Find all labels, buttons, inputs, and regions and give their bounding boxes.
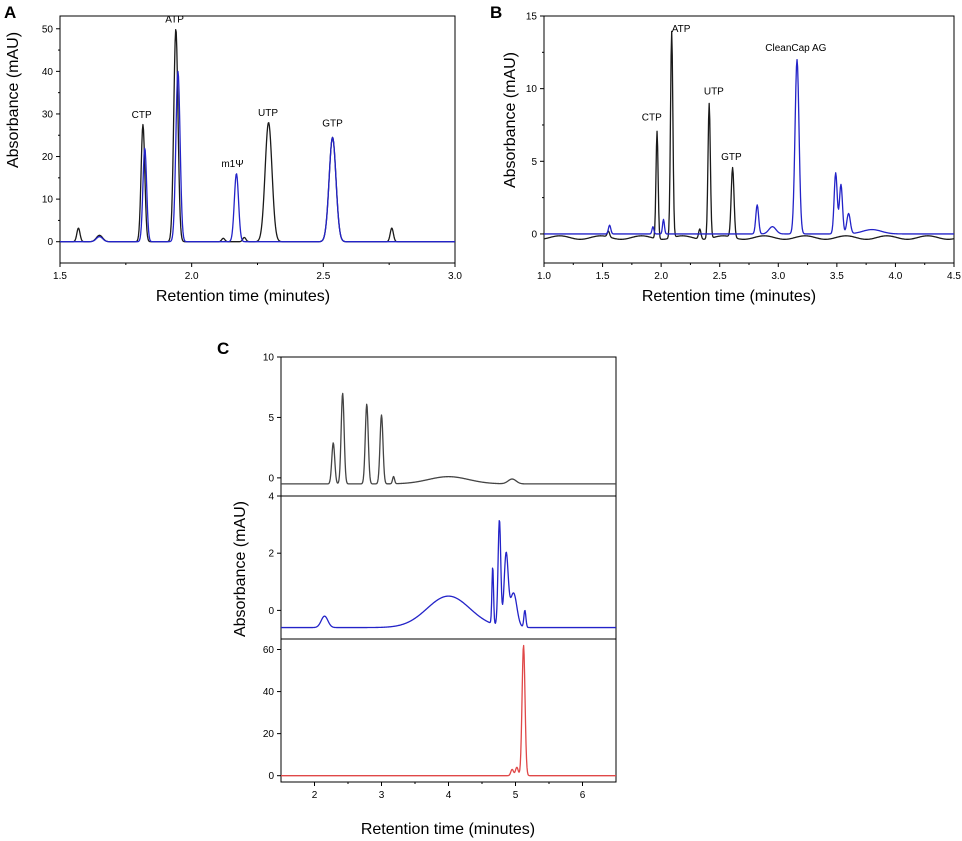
panel-a-y-tick-label: 40 [42, 67, 54, 78]
panel-a-peak-label: UTP [258, 108, 278, 119]
panel-c-x-tick-label: 5 [513, 790, 519, 801]
panel-c-sub2-plot-frame [280, 638, 617, 783]
panel-c-sub0-y-tick-label: 5 [268, 413, 274, 424]
panel-a-letter: A [4, 3, 16, 22]
panel-a-peak-label: CTP [132, 110, 152, 121]
panel-b-y-tick-label: 0 [531, 229, 537, 240]
panel-a-x-tick-label: 3.0 [448, 271, 462, 282]
panel-c-sub1-y-tick-label: 2 [268, 549, 274, 560]
panel-c-sub1-y-tick-label: 0 [268, 606, 274, 617]
panel-c-x-tick-label: 2 [312, 790, 318, 801]
panel-c-x-axis-title: Retention time (minutes) [361, 821, 535, 838]
panel-b-x-tick-label: 1.0 [537, 271, 551, 282]
panel-a-y-tick-label: 50 [42, 24, 54, 35]
panel-c-y-axis-title: Absorbance (mAU) [232, 501, 249, 637]
panel-a-peak-label: GTP [322, 119, 343, 130]
panel-c-sub2-y-tick-label: 0 [268, 771, 274, 782]
panel-c-sub2-y-tick-label: 60 [263, 645, 275, 656]
panel-b-peak-label: CleanCap AG [765, 43, 826, 54]
panel-b-peak-label: GTP [721, 152, 742, 163]
panel-a-plot-frame [59, 15, 456, 264]
panel-b-peak-label: CTP [642, 113, 662, 124]
panel-b-peak-label: UTP [704, 86, 724, 97]
panel-b-x-tick-label: 2.5 [713, 271, 727, 282]
panel-a-x-axis-title: Retention time (minutes) [156, 288, 330, 305]
panel-a-x-tick-label: 2.0 [185, 271, 199, 282]
panel-c-sub2-y-tick-label: 20 [263, 729, 275, 740]
panel-a-peak-label: m1Ψ [221, 159, 243, 170]
panel-a-y-tick-label: 20 [42, 152, 54, 163]
panel-a-y-tick-label: 30 [42, 109, 54, 120]
panel-c-sub1-y-tick-label: 4 [268, 492, 274, 503]
panel-c-sub0-y-tick-label: 0 [268, 473, 274, 484]
panel-a-x-tick-label: 1.5 [53, 271, 67, 282]
panel-c-sub0-y-tick-label: 10 [263, 353, 275, 364]
panel-a-series-line-1 [59, 70, 456, 243]
panel-b-x-tick-label: 4.0 [888, 271, 902, 282]
panel-b-y-tick-label: 10 [526, 84, 538, 95]
panel-a: 0 10 20 30 40 50 1.5 2.0 2.5 3.0 CTP ATP m1Ψ UTP GTP AA… [4, 3, 462, 305]
panel-c-sub2-series-line [280, 644, 617, 777]
panel-b-y-tick-label: 15 [526, 12, 538, 23]
panel-b-series-line-0 [543, 30, 955, 240]
panel-c-sub2-y-tick-label: 40 [263, 687, 275, 698]
panel-b-x-tick-label: 4.5 [947, 271, 961, 282]
panel-a-y-tick-label: 10 [42, 195, 54, 206]
panel-c-x-tick-label: 4 [446, 790, 452, 801]
panel-c-letter: C [217, 339, 229, 358]
panel-b-x-tick-label: 2.0 [654, 271, 668, 282]
panel-a-y-tick-label: 0 [47, 237, 53, 248]
panel-b-x-axis-title: Retention time (minutes) [642, 288, 816, 305]
panel-a-x-tick-label: 2.5 [316, 271, 330, 282]
panel-a-series-line-0 [59, 28, 456, 243]
panel-b-y-axis-title: Absorbance (mAU) [502, 52, 519, 188]
panel-c-sub1-series-line [280, 520, 617, 629]
panel-c-x-tick-label: 6 [580, 790, 586, 801]
panel-b-x-tick-label: 1.5 [596, 271, 610, 282]
panel-a-peak-label: ATP [165, 14, 184, 25]
panel-b-plot-frame [543, 15, 955, 264]
panel-c-x-tick-label: 3 [379, 790, 385, 801]
panel-a-y-axis-title: Absorbance (mAU) [5, 32, 22, 168]
panel-b-series-line-1 [543, 58, 955, 235]
panel-b-letter: B [490, 3, 502, 22]
panel-c-sub1-plot-frame [280, 495, 617, 640]
panel-b-peak-label: ATP [672, 24, 691, 35]
panel-b-y-tick-label: 5 [531, 157, 537, 168]
panel-c-sub0-series-line [280, 392, 617, 485]
panel-b-x-tick-label: 3.5 [830, 271, 844, 282]
panel-b: 0 5 10 15 1.0 1.5 2.0 2.5 3.0 3.5 4.0 4.5 CTP ATP UTP G… [490, 3, 961, 305]
panel-b-x-tick-label: 3.0 [771, 271, 785, 282]
